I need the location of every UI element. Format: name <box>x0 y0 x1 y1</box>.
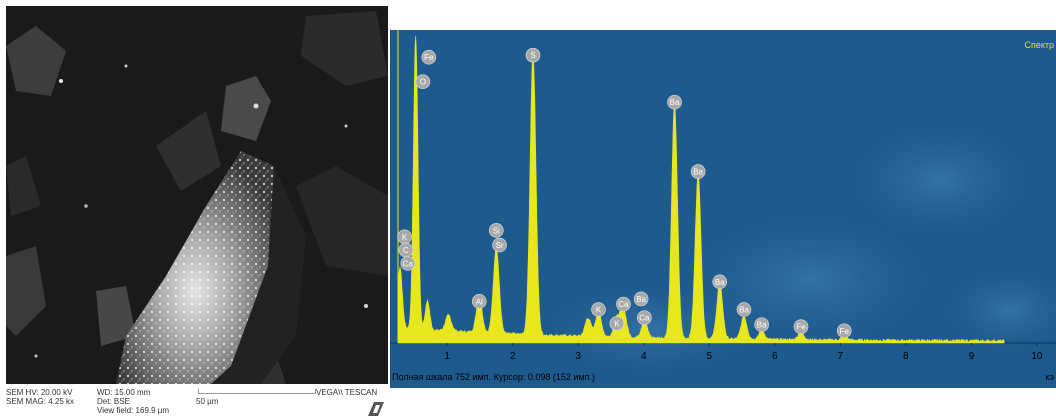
element-label-text: Si <box>493 226 500 235</box>
element-label-bubble <box>754 317 769 332</box>
tescan-logo-icon <box>368 402 384 416</box>
sem-micrograph <box>6 6 388 384</box>
element-label: Ca <box>616 296 631 312</box>
element-label: Si <box>488 223 504 238</box>
element-label-bubble <box>471 294 487 309</box>
x-tick-label: 10 <box>1031 351 1043 362</box>
element-label-bubble <box>591 302 606 317</box>
element-label-bubble <box>793 319 809 334</box>
element-label-bubble <box>400 256 416 271</box>
element-label: Fe <box>836 323 852 339</box>
element-label-text: Ba <box>715 278 725 287</box>
element-label: Ba <box>690 164 706 179</box>
sem-mag: SEM MAG: 4.25 kx <box>6 397 75 406</box>
element-label-text: Fe <box>424 53 434 62</box>
axis-unit: кэ <box>1045 372 1054 382</box>
element-label-text: C <box>403 246 409 255</box>
x-tick-label: 5 <box>706 351 712 362</box>
element-label-text: Al <box>476 297 483 306</box>
element-label-bubble <box>488 223 504 238</box>
element-label-bubble <box>637 310 652 325</box>
element-label-text: K <box>596 306 602 315</box>
element-label: Sr <box>492 237 507 253</box>
element-label: C <box>398 242 414 258</box>
spectrum-panel: 1 2 3 4 5 6 7 8 9 10 Fe O S Ba Ba Ba Ba Ba Fe Fe K C Ca Al Si Sr… <box>390 30 1056 388</box>
element-label-text: Ba <box>693 168 703 177</box>
x-tick-label: 2 <box>510 351 516 362</box>
element-label-bubble <box>712 274 728 290</box>
element-label: K <box>591 302 606 317</box>
element-label-text: S <box>530 51 535 60</box>
element-label: Ba <box>667 94 682 110</box>
element-label-bubble <box>609 316 625 331</box>
element-label: Ca <box>400 256 416 271</box>
x-tick-label: 1 <box>444 351 450 362</box>
sem-view-field: View field: 169.9 µm <box>97 406 170 415</box>
status-text: Полная шкала 752 имп. Курсор: 0.098 (152… <box>392 372 595 382</box>
element-label: Ba <box>736 302 752 317</box>
element-label: Al <box>471 294 487 309</box>
x-tick-label: 9 <box>969 351 975 362</box>
element-label-text: Fe <box>796 323 806 332</box>
element-label-bubble <box>633 291 649 307</box>
x-tick-label: 8 <box>903 351 909 362</box>
spectrum-series <box>397 35 1005 344</box>
scale-bar <box>198 389 316 394</box>
element-label-bubble <box>667 94 682 110</box>
sem-brand: VEGA\\ TESCAN <box>316 388 378 397</box>
element-label: K <box>609 316 625 331</box>
x-tick-label: 3 <box>575 351 581 362</box>
element-label: S <box>525 47 541 63</box>
element-label-bubble <box>616 296 631 312</box>
element-label: Fe <box>421 49 437 65</box>
sem-detector: Det: BSE <box>97 397 130 406</box>
element-label-bubble <box>736 302 752 317</box>
element-label: Ba <box>712 274 728 290</box>
element-label-text: Fe <box>840 327 850 336</box>
element-label-bubble <box>415 74 431 90</box>
element-label: Ba <box>754 317 769 332</box>
spectrum-title: Спектр <box>1024 40 1054 50</box>
element-label-text: Ba <box>739 306 749 315</box>
element-label: Ca <box>637 310 652 325</box>
sem-panel: SEM HV: 20.00 kV SEM MAG: 4.25 kx WD: 15… <box>6 6 388 416</box>
sem-metadata: SEM HV: 20.00 kV SEM MAG: 4.25 kx WD: 15… <box>6 386 388 416</box>
element-label-text: O <box>420 78 426 87</box>
element-label-text: Ba <box>757 321 767 330</box>
element-label-text: Ca <box>618 300 629 309</box>
element-label: K <box>397 229 412 245</box>
element-label-text: Ca <box>639 314 650 323</box>
element-label-text: Ba <box>670 98 680 107</box>
spectrum-status-bar: Полная шкала 752 имп. Курсор: 0.098 (152… <box>390 372 1056 386</box>
element-label-text: K <box>614 319 620 328</box>
element-label: Ba <box>633 291 649 307</box>
element-label-bubble <box>690 164 706 179</box>
element-label-bubble <box>492 237 507 253</box>
element-label-text: Sr <box>496 241 504 250</box>
element-label-text: K <box>402 233 408 242</box>
element-label-text: Ca <box>403 259 414 268</box>
sem-scale-label: 50 µm <box>196 397 219 406</box>
x-tick-label: 7 <box>838 351 844 362</box>
element-label: Fe <box>793 319 809 334</box>
element-label-bubble <box>421 49 437 65</box>
sem-wd: WD: 15.00 mm <box>97 388 151 397</box>
element-label-text: Ba <box>636 295 646 304</box>
x-tick-label: 4 <box>641 351 647 362</box>
element-label-bubble <box>525 47 541 63</box>
element-label-bubble <box>836 323 852 339</box>
x-tick-label: 6 <box>772 351 778 362</box>
element-label: O <box>415 74 431 90</box>
sem-hv: SEM HV: 20.00 kV <box>6 388 73 397</box>
